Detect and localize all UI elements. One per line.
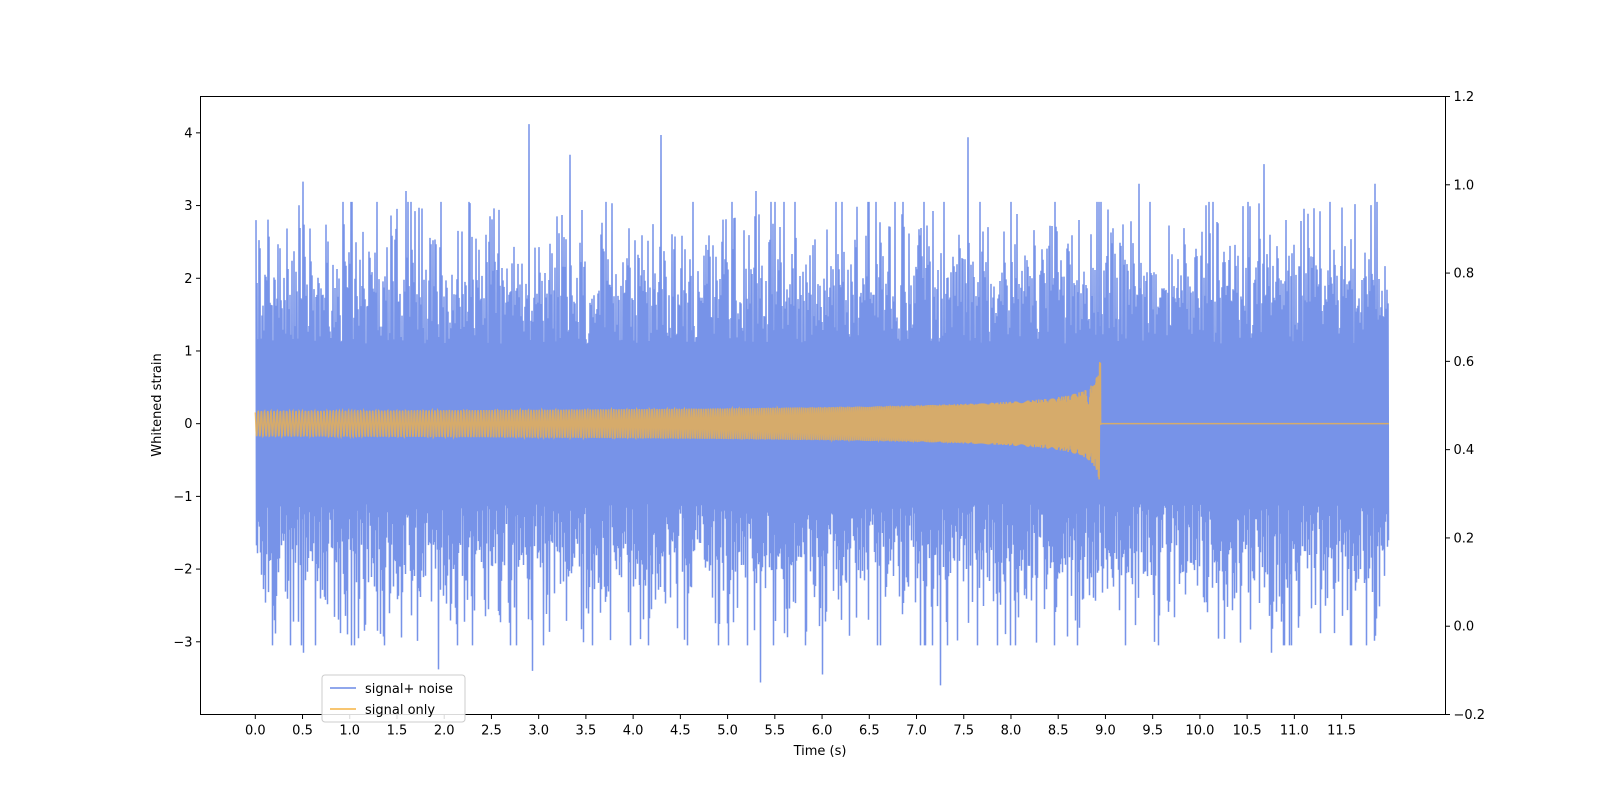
x-tick-label: 7.0 [906,724,927,739]
y2-tick-label: −0.2 [1454,708,1486,723]
x-tick-label: 6.0 [812,724,833,739]
y2-tick-label: 1.0 [1454,178,1475,193]
x-tick-label: 2.5 [481,724,502,739]
y-tick-label: −3 [173,635,192,650]
x-tick-label: 0.0 [245,724,266,739]
x-tick-label: 7.5 [953,724,974,739]
y-tick-label: 2 [184,272,192,287]
y2-tick-label: 0.4 [1454,443,1475,458]
y-tick-label: −1 [173,490,192,505]
x-tick-label: 1.5 [387,724,408,739]
legend-label-signal-only: signal only [365,703,435,718]
x-tick-label: 3.5 [576,724,597,739]
x-tick-label: 2.0 [434,724,455,739]
x-tick-label: 9.5 [1142,724,1163,739]
x-axis-label: Time (s) [793,744,847,759]
y-tick-label: 0 [184,417,192,432]
x-tick-label: 1.0 [339,724,360,739]
y2-tick-label: 0.0 [1454,620,1475,635]
x-tick-label: 6.5 [859,724,880,739]
legend-label-signal-noise: signal+ noise [365,682,453,697]
y2-tick-label: 0.2 [1454,531,1475,546]
x-tick-label: 4.0 [623,724,644,739]
x-tick-label: 10.0 [1185,724,1214,739]
x-tick-label: 9.0 [1095,724,1116,739]
x-tick-label: 8.5 [1048,724,1069,739]
y-axis-label: Whitened strain [150,353,165,456]
y2-tick-label: 0.8 [1454,267,1475,282]
y-tick-label: 4 [184,126,192,141]
legend: signal+ noise signal only [321,674,466,723]
y-tick-label: 3 [184,199,192,214]
x-tick-label: 8.0 [1001,724,1022,739]
y-tick-label: −2 [173,563,192,578]
y2-tick-label: 0.6 [1454,355,1475,370]
x-tick-label: 5.5 [764,724,785,739]
series-line-signal-noise [255,124,1390,686]
y2-tick-label: 1.2 [1454,90,1475,105]
x-tick-label: 4.5 [670,724,691,739]
x-axis: 0.0 0.5 1.0 1.5 2.0 2.5 3.0 3.5 4.0 4.5 5.0 5.5 6.0 6… [245,714,1356,739]
y2-axis: −0.2 0.0 0.2 0.4 0.6 0.8 1.0 1.2 [1445,90,1486,723]
series-layer [254,124,1390,686]
x-tick-label: 10.5 [1233,724,1262,739]
x-tick-label: 3.0 [528,724,549,739]
y-axis: −3 −2 −1 0 1 2 3 4 [173,126,201,650]
series-line-signal-only [254,362,1389,480]
y-tick-label: 1 [184,344,192,359]
x-tick-label: 11.0 [1280,724,1309,739]
x-tick-label: 11.5 [1327,724,1356,739]
x-tick-label: 5.0 [717,724,738,739]
plot-frame [200,96,1446,715]
legend-box [321,674,466,723]
x-tick-label: 0.5 [292,724,313,739]
